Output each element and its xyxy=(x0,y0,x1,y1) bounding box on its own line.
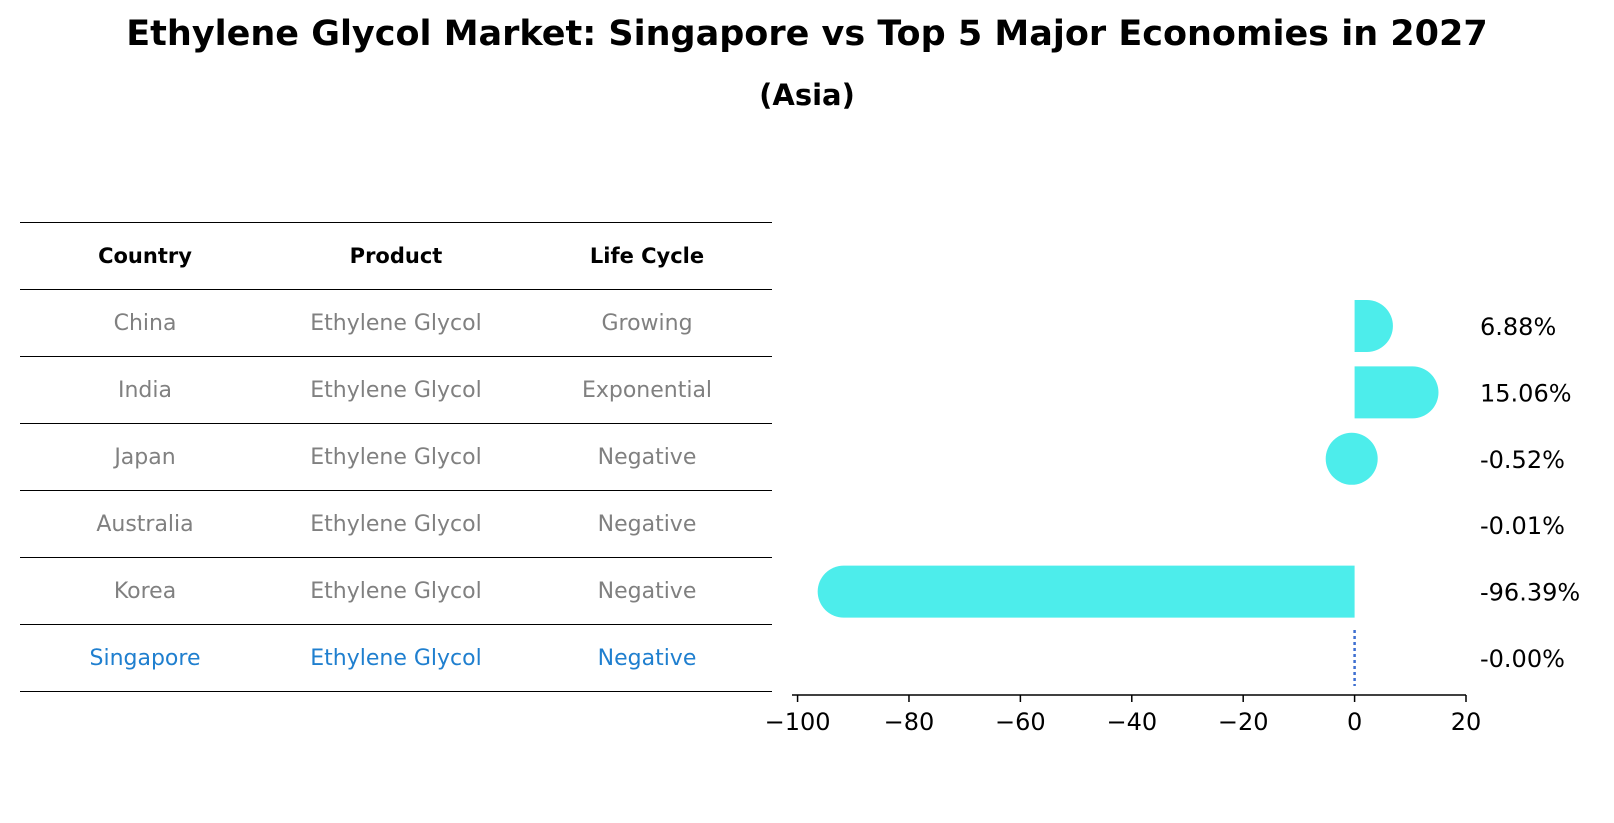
value-label-australia: -0.01% xyxy=(1480,512,1565,540)
cell-product: Ethylene Glycol xyxy=(310,310,482,336)
bar-india xyxy=(1354,366,1439,419)
chart-title: Ethylene Glycol Market: Singapore vs Top… xyxy=(126,14,1488,54)
cell-country: Singapore xyxy=(89,645,201,671)
cell-product: Ethylene Glycol xyxy=(310,578,482,604)
bar-japan xyxy=(1325,432,1378,485)
cell-product: Ethylene Glycol xyxy=(310,377,482,403)
table-row: China Ethylene Glycol Growing xyxy=(20,289,772,356)
table-row: India Ethylene Glycol Exponential xyxy=(20,356,772,423)
value-label-japan: -0.52% xyxy=(1480,446,1565,474)
cell-life-cycle: Negative xyxy=(597,645,697,671)
value-label-korea: -96.39% xyxy=(1480,579,1580,607)
x-tick-label: 20 xyxy=(1451,708,1482,736)
cell-life-cycle: Exponential xyxy=(581,377,713,403)
cell-country: Korea xyxy=(113,578,177,604)
table-row-highlight: Singapore Ethylene Glycol Negative xyxy=(20,624,772,692)
x-tick-label: −80 xyxy=(884,708,935,736)
cell-country: China xyxy=(113,310,177,336)
x-tick-label: −100 xyxy=(765,708,831,736)
cell-life-cycle: Negative xyxy=(597,444,697,470)
cell-country: Australia xyxy=(96,511,194,537)
value-label-china: 6.88% xyxy=(1480,313,1556,341)
cell-product: Ethylene Glycol xyxy=(310,645,482,671)
table-row: Korea Ethylene Glycol Negative xyxy=(20,557,772,624)
cell-life-cycle: Negative xyxy=(597,511,697,537)
x-tick-label: −40 xyxy=(1106,708,1157,736)
cell-product: Ethylene Glycol xyxy=(310,511,482,537)
market-table: Country Product Life Cycle China Ethylen… xyxy=(20,222,772,692)
x-tick-label: −60 xyxy=(995,708,1046,736)
cell-product: Ethylene Glycol xyxy=(310,444,482,470)
bar-china xyxy=(1354,300,1393,352)
header-life-cycle: Life Cycle xyxy=(589,244,705,268)
cell-life-cycle: Growing xyxy=(601,310,693,336)
header-country: Country xyxy=(98,244,192,268)
x-tick-label: −20 xyxy=(1218,708,1269,736)
value-label-singapore: -0.00% xyxy=(1480,645,1565,673)
header-product: Product xyxy=(349,244,443,268)
cell-country: Japan xyxy=(114,444,176,470)
table-row: Australia Ethylene Glycol Negative xyxy=(20,490,772,557)
value-label-india: 15.06% xyxy=(1480,379,1572,407)
table-row: Japan Ethylene Glycol Negative xyxy=(20,423,772,490)
chart-subtitle: (Asia) xyxy=(759,78,855,112)
bar-korea xyxy=(817,565,1355,618)
x-tick-label: 0 xyxy=(1347,708,1362,736)
cell-life-cycle: Negative xyxy=(597,578,697,604)
cell-country: India xyxy=(118,377,172,403)
table-header-row: Country Product Life Cycle xyxy=(20,222,772,289)
